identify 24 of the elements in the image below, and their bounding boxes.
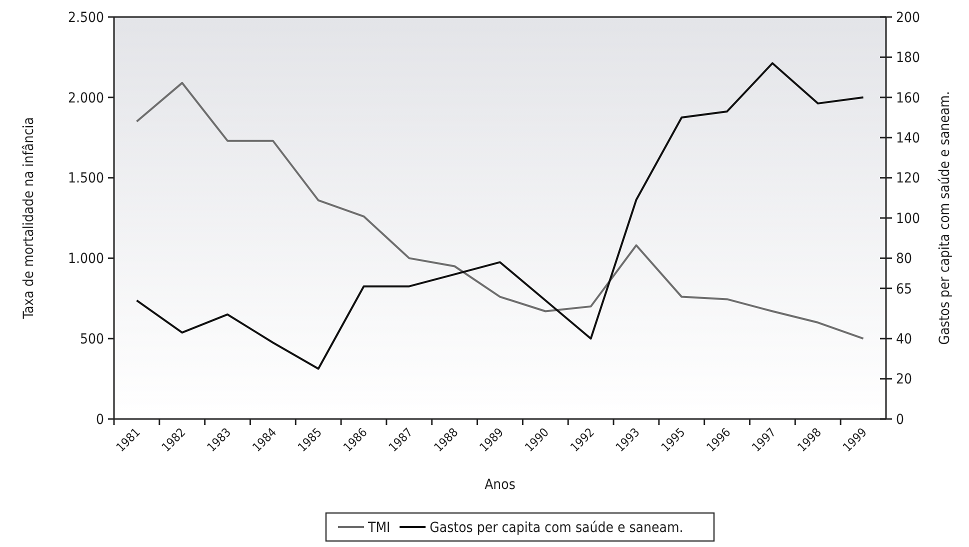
y-tick-label: 2.000 <box>68 90 104 106</box>
y-axis-title: Taxa de mortalidade na infância <box>21 117 37 320</box>
y-tick-label: 500 <box>80 332 104 348</box>
y2-tick-label: 80 <box>896 251 912 268</box>
y2-tick-label: 0 <box>896 412 904 428</box>
line-series <box>136 82 864 340</box>
y2-tick-label: 100 <box>896 210 920 227</box>
y2-axis-title: Gastos per capita com saúde e saneam. <box>937 91 953 345</box>
y2-tick-label: 65 <box>896 281 912 298</box>
legend-label: Gastos per capita com saúde e saneam. <box>430 520 684 536</box>
y2-tick-label: 120 <box>896 170 920 187</box>
y-tick-label: 2.500 <box>68 10 104 26</box>
y2-tick-label: 180 <box>896 50 920 66</box>
y-tick-label: 1.000 <box>68 251 104 268</box>
y2-tick-label: 20 <box>896 372 912 388</box>
x-axis-title: Anos <box>484 477 516 493</box>
y2-tick-label: 200 <box>896 10 920 26</box>
legend-label: TMI <box>367 520 390 536</box>
line-series <box>136 62 864 370</box>
y2-tick-label: 140 <box>896 130 920 146</box>
y2-tick-label: 160 <box>896 90 920 106</box>
y2-tick-label: 40 <box>896 332 912 348</box>
y-tick-label: 0 <box>96 412 104 428</box>
y-tick-label: 1.500 <box>68 170 104 187</box>
